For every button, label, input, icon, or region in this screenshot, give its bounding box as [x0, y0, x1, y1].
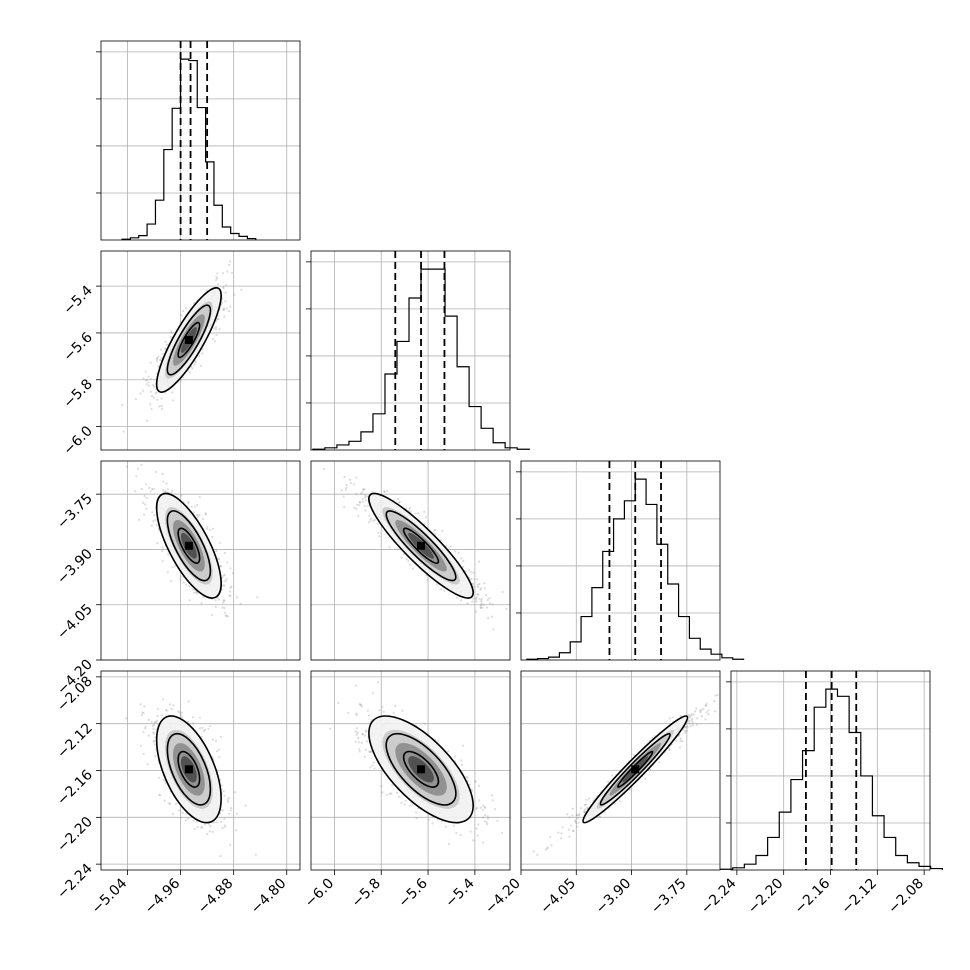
density-content-3-0: [125, 698, 257, 858]
contour-2-1-2: [385, 510, 457, 582]
y-tick-label-2-2: −3.90: [54, 546, 96, 588]
y-tick-label-1-0: −6.0: [60, 423, 95, 458]
hist-panel-0: [96, 40, 301, 241]
contour-3-2-2: [599, 732, 671, 806]
density-content-2-1: [322, 467, 508, 631]
axis-frame-3-2: [520, 670, 721, 871]
y-tick-label-1-1: −5.8: [60, 376, 95, 411]
y-tick-label-2-3: −3.75: [54, 491, 96, 533]
density-peak-3-1: [417, 765, 426, 774]
x-tick-label-0-3: −4.80: [248, 876, 290, 918]
density-content-3-1: [329, 681, 504, 846]
contour-3-0-3: [177, 750, 201, 788]
x-tick-label-1-2: −5.6: [396, 875, 431, 910]
contour-3-1-3: [402, 750, 440, 788]
hist-panel-1: [306, 250, 530, 451]
contour-2-0-3: [177, 527, 201, 564]
contour-3-1-2: [385, 732, 457, 806]
y-tick-label-3-0: −2.24: [54, 861, 96, 903]
axis-frame-2-2: [520, 460, 721, 661]
hist-panel-2: [516, 460, 745, 661]
axis-frame-2-1: [310, 460, 511, 661]
x-tick-label-2-2: −3.90: [593, 876, 635, 918]
contour-3-2-1: [582, 715, 689, 824]
x-tick-label-0-0: −5.04: [89, 875, 131, 917]
histogram-step-3: [720, 688, 943, 870]
contour-2-1-1: [368, 492, 474, 599]
density-content-2-0: [126, 463, 259, 618]
density-panel-1-0: [100, 250, 301, 451]
y-tick-label-1-3: −5.4: [60, 283, 95, 318]
density-panel-3-1: [310, 670, 511, 871]
y-tick-label-1-2: −5.6: [60, 329, 95, 364]
axis-frame-2-0: [100, 460, 301, 661]
density-peak-2-0: [184, 541, 193, 550]
histogram-step-0: [121, 58, 257, 240]
axis-frame-1-1: [310, 250, 511, 451]
density-panel-2-1: [310, 460, 511, 661]
density-panel-3-2: [520, 670, 721, 871]
x-tick-label-3-4: −2.08: [885, 876, 927, 918]
density-peak-1-0: [184, 335, 193, 344]
density-peak-3-0: [184, 765, 193, 774]
x-tick-label-1-1: −5.8: [349, 876, 384, 911]
x-tick-label-3-2: −2.16: [792, 875, 834, 917]
x-tick-label-2-1: −4.05: [537, 876, 579, 918]
density-peak-2-1: [417, 541, 426, 550]
hist-panel-3: [720, 670, 943, 871]
density-panel-2-0: [100, 460, 301, 661]
contour-1-0-1: [155, 287, 222, 393]
contour-3-0-1: [155, 715, 222, 824]
x-tick-label-2-0: −4.20: [482, 876, 524, 918]
density-content-3-2: [532, 693, 719, 856]
contour-1-0-2: [166, 304, 212, 376]
x-tick-label-2-3: −3.75: [648, 876, 690, 918]
x-tick-label-3-0: −2.24: [698, 875, 740, 917]
x-tick-label-3-3: −2.12: [838, 876, 880, 918]
density-panel-3-0: [100, 670, 301, 871]
density-peak-3-2: [631, 765, 640, 774]
contour-3-0-2: [166, 732, 212, 806]
axis-frame-0-0: [100, 40, 301, 241]
y-tick-label-3-1: −2.20: [54, 814, 96, 856]
y-tick-label-3-3: −2.12: [54, 720, 96, 762]
contour-3-1-1: [368, 715, 474, 824]
contour-2-0-2: [166, 510, 212, 582]
axis-frame-3-1: [310, 670, 511, 871]
x-tick-label-1-0: −6.0: [302, 876, 337, 911]
y-tick-label-2-1: −4.05: [54, 601, 96, 643]
x-tick-label-3-1: −2.20: [745, 876, 787, 918]
axis-frame-1-0: [100, 250, 301, 451]
x-tick-label-1-3: −5.4: [442, 875, 477, 910]
x-tick-label-0-1: −4.96: [142, 875, 184, 917]
density-content-1-0: [121, 260, 243, 433]
contour-2-0-1: [155, 492, 222, 599]
x-tick-label-0-2: −4.88: [195, 876, 237, 918]
y-tick-label-3-2: −2.16: [54, 767, 96, 809]
contour-1-0-3: [177, 321, 201, 359]
